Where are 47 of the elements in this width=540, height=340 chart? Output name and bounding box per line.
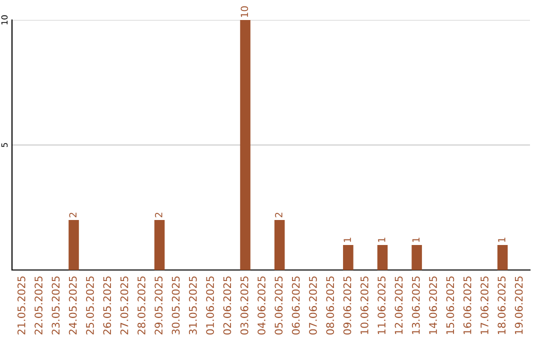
bar <box>497 245 508 270</box>
data-label: 1 <box>344 238 351 242</box>
x-tick-label: 12.06.2025 <box>394 276 403 334</box>
x-tick-label: 15.06.2025 <box>446 276 454 334</box>
x-tick-label: 24.05.2025 <box>68 276 77 334</box>
x-tick-label: 27.05.2025 <box>120 276 128 334</box>
x-tick-label: 11.06.2025 <box>378 276 386 334</box>
data-label: 2 <box>154 212 162 218</box>
data-label: 1 <box>378 238 386 242</box>
x-tick-label: 02.06.2025 <box>223 276 232 335</box>
x-tick-label: 19.06.2025 <box>514 276 523 334</box>
data-label: 2 <box>275 212 282 218</box>
x-tick-label: 05.06.2025 <box>274 276 283 335</box>
x-tick-label: 16.06.2025 <box>463 276 472 334</box>
x-tick-label: 18.06.2025 <box>498 276 506 334</box>
x-tick-label: 10.06.2025 <box>360 276 368 334</box>
x-tick-label: 22.05.2025 <box>34 276 42 334</box>
x-tick-label: 29.05.2025 <box>154 276 163 334</box>
data-label: 10 <box>240 6 248 17</box>
bar <box>68 220 79 270</box>
x-tick-label: 06.06.2025 <box>292 276 300 335</box>
x-tick-label: 23.05.2025 <box>52 276 60 334</box>
data-label: 1 <box>412 238 420 242</box>
bar <box>412 245 422 270</box>
bar <box>377 245 388 270</box>
bar <box>343 245 354 270</box>
x-tick-label: 26.05.2025 <box>103 276 112 334</box>
x-tick-label: 21.05.2025 <box>17 276 26 334</box>
x-tick-label: 31.05.2025 <box>188 276 197 334</box>
y-tick-label: 5 <box>1 143 8 148</box>
x-tick-label: 03.06.2025 <box>240 276 248 335</box>
x-tick-label: 04.06.2025 <box>258 276 266 335</box>
x-tick-label: 25.05.2025 <box>86 276 94 334</box>
x-tick-label: 28.05.2025 <box>138 276 146 334</box>
x-tick-label: 13.06.2025 <box>412 276 420 334</box>
x-tick-label: 08.06.2025 <box>326 276 334 335</box>
bar <box>154 220 165 270</box>
data-label: 1 <box>498 238 506 242</box>
bar <box>240 20 250 270</box>
x-tick-label: 09.06.2025 <box>343 276 352 335</box>
x-tick-label: 01.06.2025 <box>206 276 214 335</box>
x-tick-label: 30.05.2025 <box>172 276 180 334</box>
bar <box>274 220 285 270</box>
data-label: 2 <box>69 212 76 218</box>
x-tick-label: 17.06.2025 <box>480 276 488 334</box>
x-tick-label: 07.06.2025 <box>309 276 317 335</box>
x-tick-label: 14.06.2025 <box>429 276 437 334</box>
